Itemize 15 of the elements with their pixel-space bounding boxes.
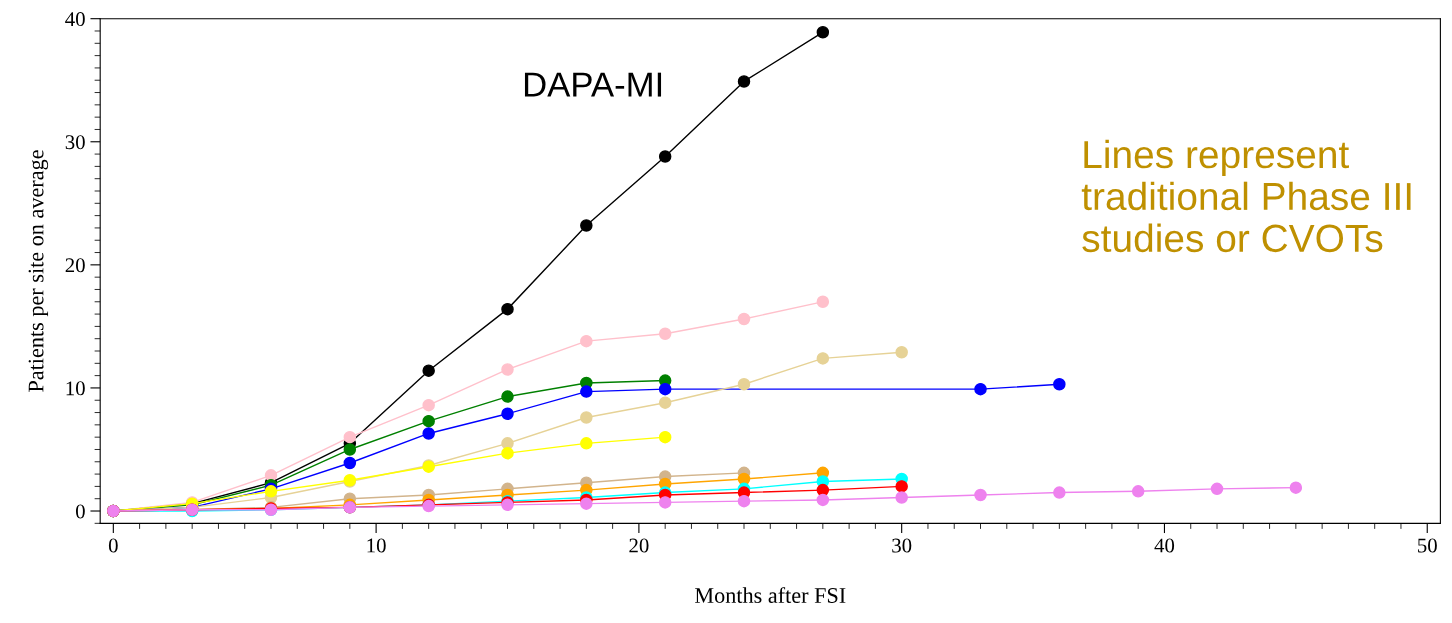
y-tick-label: 0 [75,504,85,519]
y-tick-label: 30 [65,135,85,150]
y-tick-label: 40 [65,12,85,27]
y-tick-label: 10 [66,381,85,396]
x-tick-label: 30 [892,538,912,553]
x-tick-label: 10 [367,538,386,553]
y-tick-label: 20 [65,258,85,273]
x-tick-label: 40 [1154,538,1175,553]
x-tick-label: 20 [629,538,649,553]
x-tick-label: 50 [1418,538,1437,553]
y-axis-title: Patients per site on average [28,150,49,392]
x-axis-title: Months after FSI [695,587,846,603]
annotation: Lines represent traditional Phase III studies or CVOTs [1081,139,1411,253]
series-label: DAPA-MI [524,72,662,97]
x-tick-label: 0 [108,538,118,553]
